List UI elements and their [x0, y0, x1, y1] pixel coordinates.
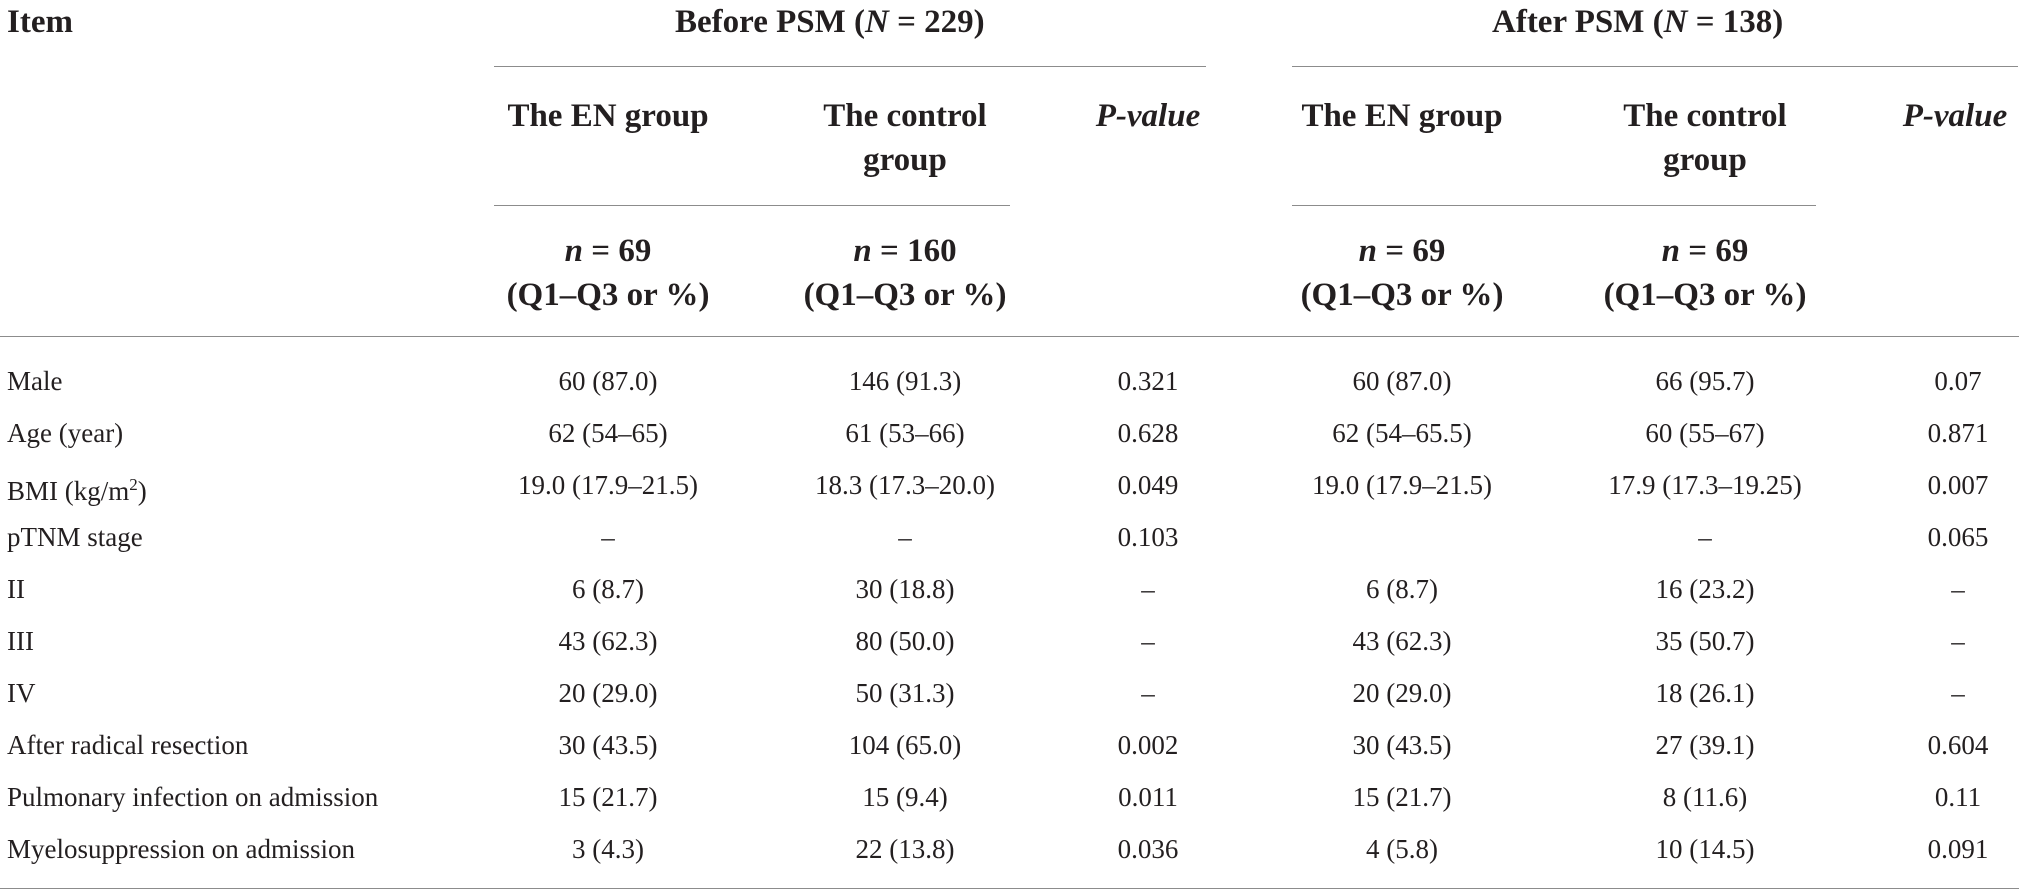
cell-before-p: – — [1141, 574, 1155, 604]
row-item: IV — [7, 678, 36, 708]
cell-before-control: 104 (65.0) — [848, 730, 962, 760]
cell-after-p: 0.11 — [1934, 782, 1982, 812]
row-item: After radical resection — [7, 730, 249, 760]
cell-after-p: – — [1951, 574, 1965, 604]
header-after-psm: After PSM (N = 138) — [1492, 4, 1784, 40]
rule-before-groups — [494, 205, 1010, 206]
header-after-en-n: n = 69 (Q1–Q3 or %) — [1300, 233, 1504, 313]
cell-after-control: 35 (50.7) — [1655, 626, 1755, 656]
cell-before-control: 61 (53–66) — [845, 418, 965, 448]
rule-after-groups — [1292, 205, 1816, 206]
cell-before-en: 19.0 (17.9–21.5) — [518, 470, 698, 500]
rule-table-bottom — [0, 888, 2019, 889]
header-before-control-group: The control group — [823, 98, 987, 178]
cell-after-p: 0.871 — [1927, 418, 1989, 448]
cell-before-en: 60 (87.0) — [558, 366, 658, 396]
cell-before-control: 80 (50.0) — [855, 626, 955, 656]
row-item: III — [7, 626, 34, 656]
row-item: Myelosuppression on admission — [7, 834, 355, 864]
cell-before-control: 22 (13.8) — [855, 834, 955, 864]
cell-after-p: – — [1951, 626, 1965, 656]
cell-before-p: 0.103 — [1117, 522, 1179, 552]
cell-after-en: 19.0 (17.9–21.5) — [1312, 470, 1492, 500]
cell-after-control: 10 (14.5) — [1655, 834, 1755, 864]
header-before-en-n: n = 69 (Q1–Q3 or %) — [506, 233, 710, 313]
cell-after-control: 17.9 (17.3–19.25) — [1608, 470, 1802, 500]
header-before-psm: Before PSM (N = 229) — [675, 4, 985, 40]
cell-before-en: 20 (29.0) — [558, 678, 658, 708]
cell-after-control: 18 (26.1) — [1655, 678, 1755, 708]
cell-before-control: 18.3 (17.3–20.0) — [815, 470, 995, 500]
row-item: BMI (kg/m2) — [7, 475, 147, 506]
cell-after-en: 20 (29.0) — [1352, 678, 1452, 708]
cell-before-p: 0.036 — [1117, 834, 1179, 864]
cell-before-control: 50 (31.3) — [855, 678, 955, 708]
row-item: pTNM stage — [7, 522, 143, 552]
header-before-en-group: The EN group — [507, 98, 709, 134]
cell-before-en: 30 (43.5) — [558, 730, 658, 760]
header-before-control-n: n = 160 (Q1–Q3 or %) — [803, 233, 1007, 313]
header-after-control-n: n = 69 (Q1–Q3 or %) — [1603, 233, 1807, 313]
cell-after-p: 0.065 — [1927, 522, 1989, 552]
header-before-p-value: P-value — [1095, 98, 1201, 134]
cell-after-control: 27 (39.1) — [1655, 730, 1755, 760]
cell-before-p: 0.321 — [1117, 366, 1179, 396]
row-item: Age (year) — [7, 418, 124, 448]
cell-after-p: 0.091 — [1927, 834, 1989, 864]
row-item: II — [7, 574, 25, 604]
cell-after-en: 43 (62.3) — [1352, 626, 1452, 656]
cell-before-p: 0.011 — [1118, 782, 1178, 812]
cell-after-en: 62 (54–65.5) — [1332, 418, 1472, 448]
cell-before-p: – — [1141, 678, 1155, 708]
cell-after-p: – — [1951, 678, 1965, 708]
row-item: Pulmonary infection on admission — [7, 782, 379, 812]
cell-before-p: – — [1141, 626, 1155, 656]
rule-before-span — [494, 66, 1206, 67]
cell-after-control: 60 (55–67) — [1645, 418, 1765, 448]
header-after-control-group: The control group — [1623, 98, 1787, 178]
header-after-p-value: P-value — [1902, 98, 2008, 134]
cell-before-control: 146 (91.3) — [848, 366, 962, 396]
cell-before-control: 15 (9.4) — [862, 782, 948, 812]
cell-before-p: 0.049 — [1117, 470, 1179, 500]
cell-after-control: – — [1698, 522, 1712, 552]
header-item: Item — [7, 4, 73, 40]
cell-after-control: 16 (23.2) — [1655, 574, 1755, 604]
cell-after-p: 0.604 — [1927, 730, 1989, 760]
cell-after-control: 66 (95.7) — [1655, 366, 1755, 396]
rule-after-span — [1292, 66, 2018, 67]
cell-after-en: 15 (21.7) — [1352, 782, 1452, 812]
cell-after-en: 4 (5.8) — [1366, 834, 1438, 864]
cell-before-en: 62 (54–65) — [548, 418, 668, 448]
cell-before-en: 6 (8.7) — [572, 574, 644, 604]
cell-before-control: – — [898, 522, 912, 552]
rule-header-bottom — [0, 336, 2019, 337]
cell-after-en: 30 (43.5) — [1352, 730, 1452, 760]
header-after-en-group: The EN group — [1301, 98, 1503, 134]
cell-after-p: 0.07 — [1934, 366, 1982, 396]
cell-after-control: 8 (11.6) — [1662, 782, 1748, 812]
row-item: Male — [7, 366, 63, 396]
cell-after-en: 60 (87.0) — [1352, 366, 1452, 396]
cell-before-p: 0.002 — [1117, 730, 1179, 760]
cell-before-control: 30 (18.8) — [855, 574, 955, 604]
cell-before-en: – — [601, 522, 615, 552]
cell-after-en: 6 (8.7) — [1366, 574, 1438, 604]
cell-after-p: 0.007 — [1927, 470, 1989, 500]
cell-before-en: 15 (21.7) — [558, 782, 658, 812]
cell-before-en: 3 (4.3) — [572, 834, 644, 864]
cell-before-en: 43 (62.3) — [558, 626, 658, 656]
cell-before-p: 0.628 — [1117, 418, 1179, 448]
